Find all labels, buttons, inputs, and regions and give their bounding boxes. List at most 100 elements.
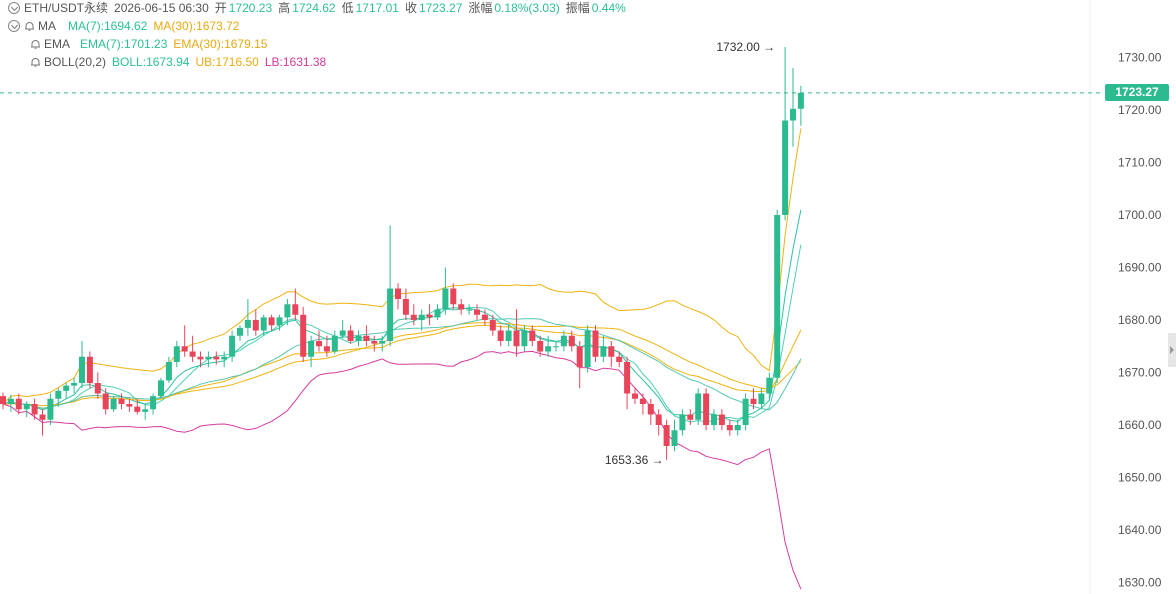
candle-body: [679, 414, 686, 431]
candle: [268, 314, 275, 331]
bell-icon[interactable]: [24, 21, 35, 31]
candle: [418, 309, 425, 331]
candle-body: [632, 393, 638, 399]
candle-body: [663, 425, 670, 446]
candle: [339, 320, 346, 339]
candle-body: [703, 393, 710, 425]
candle: [205, 351, 212, 368]
candle: [47, 393, 54, 425]
candle: [39, 409, 46, 436]
boll-value: BOLL:1673.94: [112, 55, 190, 69]
candle-body: [110, 398, 117, 410]
candle-body: [150, 396, 157, 410]
candle: [513, 309, 520, 357]
candle-body: [7, 398, 14, 404]
candle-body: [284, 304, 291, 318]
candle: [718, 409, 725, 431]
candle-body: [205, 356, 212, 360]
candle-body: [568, 335, 575, 347]
candle-body: [458, 304, 465, 310]
candle: [584, 325, 591, 373]
candle-body: [584, 330, 591, 368]
candle-body: [687, 414, 694, 420]
candle: [600, 335, 607, 362]
candle: [150, 393, 157, 415]
candle: [576, 341, 583, 389]
candle-body: [363, 335, 370, 341]
candle-body: [671, 430, 678, 446]
candle-body: [442, 288, 449, 310]
candle-body: [260, 317, 267, 331]
y-tick-label: 1650.00: [1118, 471, 1162, 485]
candle: [197, 351, 204, 368]
datetime: 2026-06-15 06:30: [114, 1, 209, 15]
candle-body: [197, 356, 204, 360]
candle-body: [31, 404, 38, 415]
candle: [774, 209, 781, 383]
candle-body: [466, 309, 473, 311]
candle-body: [0, 396, 6, 404]
candle: [316, 330, 322, 352]
boll-ub-line: [2, 128, 802, 405]
candle: [7, 394, 14, 412]
candle: [110, 396, 117, 412]
candle-body: [718, 414, 725, 425]
candle: [497, 325, 504, 347]
candle: [560, 330, 567, 352]
candle-body: [450, 288, 457, 305]
candle-body: [600, 346, 607, 357]
candle-body: [300, 314, 307, 357]
candle-body: [23, 404, 30, 410]
candle: [742, 393, 749, 431]
open-value: 1720.23: [228, 1, 273, 15]
candle: [466, 304, 473, 315]
ma7-value: MA(7):1694.62: [68, 19, 148, 33]
candle: [347, 325, 354, 344]
y-tick-label: 1720.00: [1118, 103, 1162, 117]
candle: [23, 401, 30, 418]
candle: [474, 304, 480, 320]
candle-body: [252, 320, 259, 331]
candle: [766, 372, 773, 399]
candle: [734, 419, 741, 436]
candle: [134, 398, 141, 415]
ema30-line: [2, 324, 802, 407]
candle-body: [513, 330, 520, 347]
open-label: 开: [214, 1, 227, 15]
candle-body: [102, 393, 109, 410]
candle: [529, 325, 536, 347]
candle-body: [173, 346, 180, 362]
candle: [0, 392, 6, 410]
candle-body: [639, 398, 646, 404]
boll-label[interactable]: BOLL(20,2): [44, 55, 107, 69]
change-label: 涨幅: [468, 1, 493, 15]
candle: [55, 388, 62, 407]
candles: [0, 47, 804, 460]
candle-body: [497, 330, 504, 341]
chevron-down-icon[interactable]: [8, 20, 20, 32]
candle-body: [426, 314, 433, 318]
candle-body: [118, 398, 125, 404]
candle: [687, 409, 694, 425]
close-label: 收: [404, 1, 417, 15]
candle: [173, 341, 180, 368]
chevron-down-icon[interactable]: [8, 2, 20, 14]
candle-body: [481, 314, 488, 320]
bell-icon[interactable]: [30, 57, 41, 67]
candle-body: [647, 404, 654, 415]
ma7-line: [2, 244, 802, 423]
candle: [790, 68, 796, 147]
candle-body: [276, 317, 283, 326]
candle: [726, 419, 733, 436]
candle: [545, 335, 552, 357]
candle: [663, 419, 670, 460]
candle: [711, 409, 717, 431]
bell-icon[interactable]: [30, 39, 41, 49]
ma-label[interactable]: MA: [38, 19, 56, 33]
collapse-handle[interactable]: [1168, 333, 1176, 367]
high-value: 1724.62: [292, 1, 336, 15]
candle-body: [521, 330, 528, 347]
candle-body: [316, 341, 322, 347]
ema-label[interactable]: EMA: [44, 37, 71, 51]
